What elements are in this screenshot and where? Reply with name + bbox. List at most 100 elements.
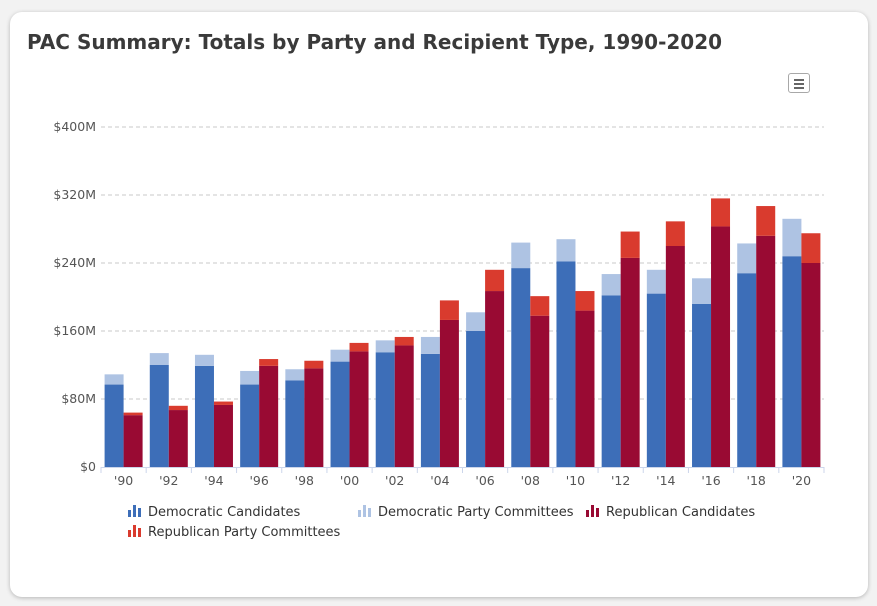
bar-democratic-party-committees (149, 353, 169, 365)
bar-republican-party-committees (439, 300, 459, 320)
legend-label: Republican Party Committees (148, 525, 341, 540)
bar-democratic-candidates (285, 380, 305, 467)
bar-democratic-candidates (556, 261, 576, 467)
bar-republican-candidates (756, 235, 776, 467)
bar-republican-candidates (304, 368, 324, 467)
bar-republican-party-committees (711, 198, 731, 227)
bar-chart-icon (128, 525, 142, 537)
bar-democratic-party-committees (330, 349, 350, 362)
bar-democratic-candidates (737, 273, 757, 467)
chart-legend: Democratic Candidates Democratic Party Co… (118, 495, 818, 540)
y-tick-label: $320M (53, 187, 96, 202)
legend-label: Democratic Party Committees (378, 505, 574, 520)
bar-republican-candidates (349, 351, 369, 467)
x-tick-label: '08 (521, 473, 540, 488)
bar-democratic-party-committees (737, 243, 757, 274)
bar-democratic-candidates (782, 256, 802, 467)
bar-republican-party-committees (213, 401, 233, 405)
x-tick-label: '06 (475, 473, 494, 488)
bar-chart-icon (586, 505, 600, 517)
bar-chart-icon (358, 505, 372, 517)
bar-republican-candidates (620, 257, 640, 467)
x-tick-label: '20 (792, 473, 811, 488)
bar-democratic-party-committees (104, 374, 124, 385)
bar-republican-candidates (439, 319, 459, 467)
x-tick-label: '16 (701, 473, 720, 488)
bar-republican-candidates (575, 310, 595, 467)
y-tick-label: $400M (53, 119, 96, 134)
legend-label: Republican Candidates (606, 505, 756, 520)
y-tick-label: $0 (80, 459, 96, 474)
bar-democratic-candidates (692, 303, 712, 467)
x-tick-label: '02 (385, 473, 404, 488)
bar-republican-party-committees (801, 233, 821, 263)
bar-republican-candidates (665, 246, 685, 467)
bar-democratic-candidates (375, 352, 395, 467)
bar-democratic-candidates (511, 268, 531, 467)
bar-democratic-candidates (466, 331, 486, 467)
bar-republican-party-committees (304, 360, 324, 369)
legend-label: Democratic Candidates (148, 505, 301, 520)
bar-republican-candidates (530, 315, 550, 467)
x-tick-label: '04 (430, 473, 449, 488)
bar-republican-candidates (123, 415, 143, 467)
bar-democratic-candidates (646, 293, 666, 467)
bar-democratic-party-committees (646, 269, 666, 294)
bar-republican-party-committees (575, 291, 595, 311)
x-tick-label: '18 (747, 473, 766, 488)
x-tick-label: '12 (611, 473, 630, 488)
x-tick-label: '90 (114, 473, 133, 488)
bar-democratic-candidates (149, 365, 169, 467)
bar-democratic-candidates (240, 384, 260, 467)
y-tick-label: $240M (53, 255, 96, 270)
legend-item-republican-party-committees[interactable]: Republican Party Committees (128, 525, 340, 540)
bar-democratic-party-committees (601, 274, 621, 296)
x-tick-label: '98 (295, 473, 314, 488)
bar-republican-candidates (259, 365, 279, 467)
bar-democratic-candidates (420, 353, 440, 467)
bar-republican-candidates (168, 410, 188, 467)
bar-democratic-party-committees (782, 218, 802, 257)
legend-item-democratic-party-committees[interactable]: Democratic Party Committees (358, 505, 574, 520)
bar-democratic-party-committees (240, 370, 260, 385)
y-tick-label: $80M (61, 391, 96, 406)
bar-republican-party-committees (620, 231, 640, 258)
bar-democratic-party-committees (285, 369, 305, 381)
x-tick-label: '00 (340, 473, 359, 488)
bar-republican-party-committees (665, 221, 685, 246)
bar-democratic-candidates (330, 361, 350, 467)
bar-democratic-party-committees (194, 354, 214, 366)
bar-chart-icon (128, 505, 142, 517)
bar-republican-candidates (213, 404, 233, 467)
chart-title: PAC Summary: Totals by Party and Recipie… (27, 30, 723, 54)
bar-democratic-party-committees (375, 340, 395, 353)
hamburger-menu-icon[interactable] (788, 73, 810, 93)
bar-republican-party-committees (756, 206, 776, 236)
bar-democratic-candidates (601, 295, 621, 467)
y-tick-label: $160M (53, 323, 96, 338)
legend-item-republican-candidates[interactable]: Republican Candidates (586, 505, 755, 520)
bar-republican-party-committees (168, 405, 188, 411)
x-tick-label: '96 (249, 473, 268, 488)
bar-republican-candidates (485, 291, 505, 467)
bar-republican-party-committees (394, 336, 414, 346)
bar-republican-candidates (394, 345, 414, 467)
bar-republican-party-committees (259, 359, 279, 366)
bar-democratic-party-committees (466, 312, 486, 331)
bar-republican-party-committees (349, 342, 369, 352)
bar-republican-party-committees (123, 412, 143, 416)
bar-democratic-party-committees (692, 278, 712, 304)
bar-republican-candidates (801, 263, 821, 467)
x-tick-label: '94 (204, 473, 223, 488)
bar-democratic-party-committees (511, 242, 531, 269)
x-tick-label: '10 (566, 473, 585, 488)
bar-democratic-party-committees (420, 336, 440, 354)
bar-republican-party-committees (530, 296, 550, 316)
x-tick-label: '92 (159, 473, 178, 488)
bar-democratic-party-committees (556, 239, 576, 262)
bar-democratic-candidates (194, 365, 214, 467)
legend-item-democratic-candidates[interactable]: Democratic Candidates (128, 505, 300, 520)
x-tick-label: '14 (656, 473, 675, 488)
bar-republican-candidates (711, 226, 731, 467)
